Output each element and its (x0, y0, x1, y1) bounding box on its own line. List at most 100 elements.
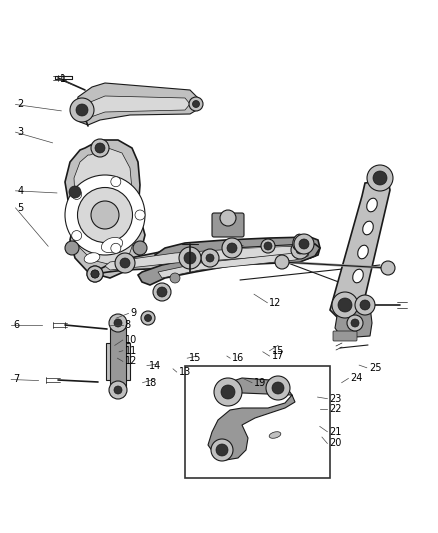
Polygon shape (110, 328, 126, 387)
Circle shape (91, 270, 99, 278)
Polygon shape (208, 378, 295, 460)
Circle shape (72, 231, 81, 240)
Circle shape (347, 315, 363, 331)
Circle shape (222, 238, 242, 258)
Circle shape (291, 241, 309, 259)
Circle shape (214, 378, 242, 406)
Circle shape (275, 255, 289, 269)
Ellipse shape (353, 269, 363, 283)
Circle shape (360, 300, 370, 310)
Text: 13: 13 (179, 367, 191, 377)
Circle shape (109, 314, 127, 332)
Text: 25: 25 (369, 363, 381, 373)
Circle shape (91, 270, 99, 278)
Text: 23: 23 (329, 394, 342, 403)
Circle shape (272, 382, 284, 394)
Polygon shape (158, 250, 310, 278)
Ellipse shape (367, 198, 377, 212)
Circle shape (141, 311, 155, 325)
Circle shape (157, 287, 167, 297)
Text: 3: 3 (18, 127, 24, 137)
Circle shape (192, 101, 199, 108)
Text: 15: 15 (272, 346, 284, 356)
Polygon shape (330, 180, 390, 317)
Circle shape (211, 439, 233, 461)
Circle shape (189, 97, 203, 111)
Circle shape (381, 261, 395, 275)
Text: 15: 15 (189, 353, 201, 363)
Circle shape (145, 314, 152, 321)
Bar (185, 366, 330, 478)
Polygon shape (74, 148, 135, 265)
Text: 18: 18 (145, 378, 157, 387)
Circle shape (91, 139, 109, 157)
Text: 16: 16 (232, 353, 244, 363)
Ellipse shape (84, 253, 100, 263)
Circle shape (351, 319, 359, 327)
Circle shape (120, 258, 130, 268)
Text: 8: 8 (125, 320, 131, 330)
Circle shape (266, 376, 290, 400)
Text: 12: 12 (125, 357, 137, 366)
Polygon shape (138, 244, 320, 285)
Circle shape (170, 273, 180, 283)
Ellipse shape (269, 432, 281, 438)
Polygon shape (75, 83, 200, 125)
Circle shape (70, 98, 94, 122)
Polygon shape (106, 343, 130, 380)
Text: 9: 9 (131, 309, 137, 318)
Ellipse shape (363, 221, 373, 235)
Circle shape (76, 104, 88, 116)
Circle shape (373, 171, 387, 185)
Circle shape (133, 241, 147, 255)
Circle shape (184, 252, 196, 264)
Circle shape (153, 283, 171, 301)
Circle shape (206, 254, 214, 262)
Circle shape (115, 253, 135, 273)
Circle shape (299, 239, 309, 249)
Text: 20: 20 (329, 439, 342, 448)
Circle shape (179, 247, 201, 269)
Circle shape (264, 242, 272, 250)
Ellipse shape (358, 245, 368, 259)
Circle shape (65, 241, 79, 255)
Circle shape (114, 386, 122, 394)
Polygon shape (65, 140, 145, 278)
Text: 22: 22 (329, 405, 342, 414)
Circle shape (216, 444, 228, 456)
Ellipse shape (101, 237, 123, 253)
Text: 7: 7 (13, 375, 19, 384)
Text: 24: 24 (350, 374, 363, 383)
Circle shape (111, 243, 121, 253)
Circle shape (95, 143, 105, 153)
Polygon shape (95, 242, 315, 274)
Circle shape (201, 249, 219, 267)
Text: 17: 17 (272, 351, 284, 361)
Ellipse shape (91, 201, 119, 229)
Circle shape (296, 246, 304, 254)
Circle shape (294, 234, 314, 254)
Circle shape (72, 189, 81, 199)
Ellipse shape (293, 234, 303, 250)
Text: 12: 12 (269, 298, 282, 308)
Circle shape (261, 239, 275, 253)
Text: 19: 19 (254, 378, 266, 387)
Circle shape (135, 210, 145, 220)
Text: 5: 5 (18, 203, 24, 213)
Polygon shape (105, 246, 302, 270)
FancyBboxPatch shape (333, 331, 357, 341)
Ellipse shape (65, 175, 145, 255)
Circle shape (227, 243, 237, 253)
Polygon shape (155, 237, 320, 266)
Circle shape (109, 381, 127, 399)
Text: 11: 11 (125, 346, 137, 356)
Text: 14: 14 (149, 361, 161, 370)
Text: 6: 6 (13, 320, 19, 330)
Circle shape (114, 319, 122, 327)
Circle shape (87, 266, 103, 282)
Circle shape (220, 210, 236, 226)
Circle shape (111, 177, 121, 187)
Polygon shape (335, 306, 372, 338)
Circle shape (69, 186, 81, 198)
Polygon shape (82, 96, 190, 118)
